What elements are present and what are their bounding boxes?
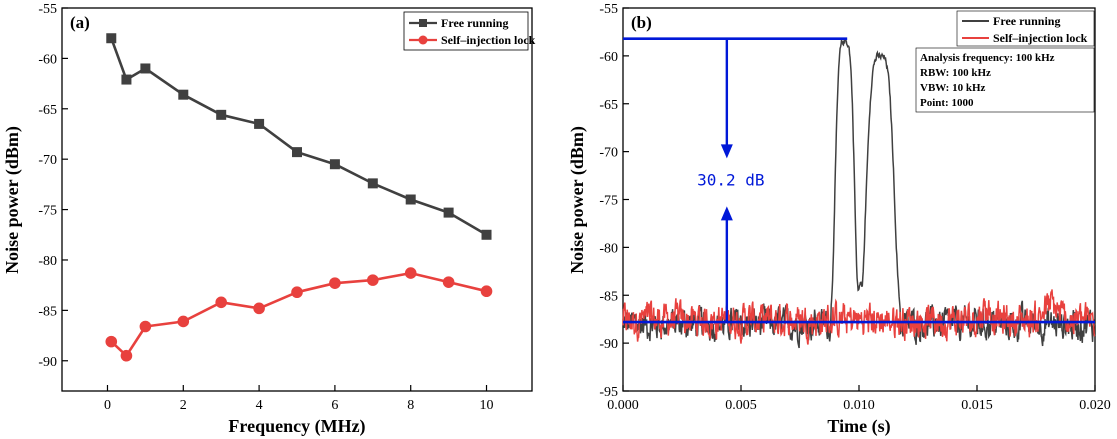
x-tick-label-a: 8	[407, 398, 414, 413]
data-point-self-injection-lock	[480, 285, 493, 298]
series-line-free-running	[110, 37, 488, 236]
y-tick-label-a: -65	[38, 103, 57, 118]
data-point-self-injection-lock	[139, 320, 152, 333]
data-point-self-injection-lock	[253, 302, 265, 315]
series-line-self-injection-lock	[622, 289, 1096, 345]
y-ticks-b: -55 -60 -65 -70 -75 -80 -85 -90 -95	[599, 2, 629, 400]
y-tick-label-b: -55	[599, 2, 618, 17]
panel-b: 0.000 0.005 0.010 0.015 0.020 -55 -60 -65 -70 -7…	[567, 2, 1111, 437]
data-point-self-injection-lock	[367, 274, 379, 286]
y-tick-label-a: -90	[38, 355, 57, 370]
x-ticks-b: 0.000 0.005 0.010 0.015 0.020	[607, 385, 1111, 413]
x-tick-label-a: 6	[331, 398, 338, 413]
data-point-free-running	[140, 63, 151, 74]
data-point-free-running	[367, 178, 378, 189]
y-axis-label-b: Noise power (dBm)	[567, 126, 588, 274]
data-point-self-injection-lock	[105, 335, 118, 348]
y-tick-label-a: -75	[38, 204, 57, 219]
y-tick-label-b: -75	[599, 194, 618, 209]
data-point-free-running	[216, 109, 227, 120]
y-tick-label-b: -95	[599, 385, 618, 400]
y-tick-label-a: -70	[38, 153, 57, 168]
x-tick-label-b: 0.010	[843, 398, 875, 413]
y-tick-label-b: -90	[599, 337, 618, 352]
data-point-free-running	[443, 207, 454, 218]
legend-marker-free-running-a	[419, 19, 427, 27]
data-point-free-running	[178, 89, 189, 100]
y-tick-label-b: -70	[599, 146, 618, 161]
info-box-frame	[915, 47, 1095, 113]
data-point-self-injection-lock	[329, 277, 341, 289]
data-point-free-running	[254, 118, 265, 129]
legend-label-free-running-b: Free running	[993, 14, 1060, 28]
legend-label-free-running-a: Free running	[441, 16, 508, 30]
data-point-self-injection-lock	[177, 315, 190, 328]
x-tick-label-b: 0.020	[1079, 398, 1111, 413]
y-axis-label-a: Noise power (dBm)	[2, 126, 23, 274]
x-tick-label-a: 0	[104, 398, 111, 413]
data-point-free-running	[292, 147, 302, 158]
info-box-b: Analysis frequency: 100 kHz RBW: 100 kHz…	[915, 47, 1095, 113]
x-tick-label-b: 0.005	[725, 398, 757, 413]
data-point-free-running	[405, 194, 416, 205]
info-rbw: RBW: 100 kHz	[920, 67, 991, 79]
y-tick-label-a: -55	[38, 2, 57, 17]
annotation-30-2-db: 30.2 dB	[697, 170, 764, 189]
legend-box-b	[956, 10, 1095, 47]
data-point-free-running	[121, 74, 132, 85]
x-tick-label-b: 0.015	[961, 398, 993, 413]
y-tick-label-b: -65	[599, 98, 618, 113]
y-tick-label-a: -80	[38, 254, 57, 269]
series-a	[105, 33, 493, 362]
y-ticks-a: -55 -60 -65 -70 -75 -80 -85 -90	[38, 2, 68, 370]
legend-label-self-injection-b: Self–injection lock	[993, 31, 1088, 45]
arrow-up-head	[720, 206, 733, 221]
data-point-self-injection-lock	[291, 286, 303, 299]
y-tick-label-a: -60	[38, 52, 57, 67]
annotation-group-b: 30.2 dB	[623, 37, 1095, 324]
y-tick-label-a: -85	[38, 304, 57, 319]
y-tick-label-b: -60	[599, 50, 618, 65]
panel-tag-b: (b)	[631, 13, 652, 32]
x-axis-label-b: Time (s)	[827, 416, 890, 437]
data-point-self-injection-lock	[215, 296, 227, 309]
data-point-free-running	[106, 33, 117, 44]
plot-frame-a	[61, 7, 533, 392]
data-point-free-running	[329, 159, 340, 170]
data-point-self-injection-lock	[442, 276, 455, 288]
info-analysis-frequency: Analysis frequency: 100 kHz	[920, 52, 1055, 64]
legend-label-self-injection-a: Self–injection lock	[441, 33, 536, 47]
series-line-self-injection-lock	[110, 271, 487, 358]
info-vbw: VBW: 10 kHz	[920, 82, 986, 94]
y-tick-label-b: -80	[599, 241, 618, 256]
data-point-free-running	[481, 229, 492, 240]
x-axis-label-a: Frequency (MHz)	[228, 416, 365, 437]
data-point-self-injection-lock	[120, 349, 133, 362]
data-point-self-injection-lock	[404, 267, 417, 279]
x-tick-label-a: 2	[180, 398, 187, 413]
legend-b: Free running Self–injection lock	[956, 10, 1095, 47]
x-ticks-a: 0 2 4 6 8 10	[104, 385, 494, 413]
panel-a: 0 2 4 6 8 10 -55 -60 -65 -70 -75 -80 -85 -90 (a) Fre…	[2, 2, 536, 437]
panel-tag-a: (a)	[70, 13, 90, 32]
x-tick-label-a: 4	[256, 398, 263, 413]
legend-a: Free running Self–injection lock	[403, 11, 536, 51]
arrow-down-head	[720, 144, 733, 159]
x-tick-label-a: 10	[480, 398, 494, 413]
x-tick-label-b: 0.000	[607, 398, 639, 413]
info-points: Point: 1000	[920, 97, 974, 109]
y-tick-label-b: -85	[599, 289, 618, 304]
legend-marker-self-injection-a	[418, 35, 428, 45]
